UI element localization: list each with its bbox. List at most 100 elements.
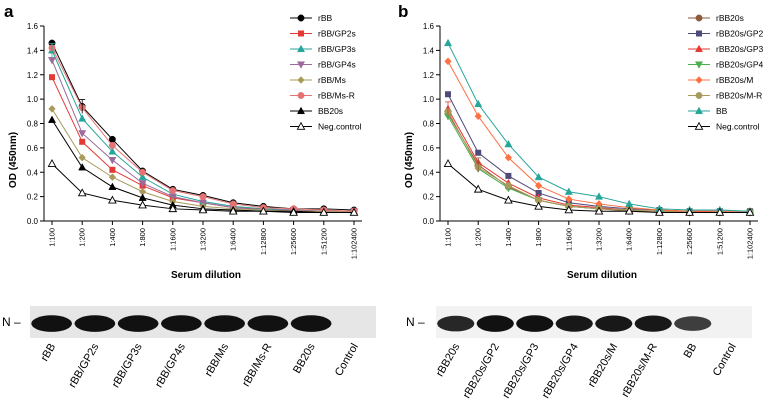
data-point [168,204,178,213]
lane-label: Control [711,342,739,379]
legend-entry: rBB/Ms [290,75,346,85]
data-point [443,158,453,167]
data-point [349,207,359,216]
blot-band [555,315,593,332]
legend-marker [296,44,306,53]
x-tick-label: 1:25600 [289,228,298,255]
data-point [77,188,87,197]
legend-marker [696,30,702,37]
data-point [504,195,513,204]
x-tick-label: 1:1600 [168,228,177,251]
series-neg-control [47,158,359,216]
data-point [108,195,117,204]
y-tick-label: 1.6 [423,22,435,31]
legend-entry: rBB/Ms-R [290,91,355,101]
legend-label: rBB/Ms-R [318,91,355,101]
x-tick-label: 1:200 [474,228,483,247]
blot-a-lane-labels: rBB rBB/GP2s rBB/GP3s rBB/GP4s rBB/Ms rBB/Ms-… [39,341,361,390]
panel-b-series [443,38,755,217]
data-point [198,205,208,214]
legend-entry: rBB20s/M-R [688,91,762,101]
blot-band [516,315,554,332]
series-line [447,42,751,212]
data-point [108,141,116,149]
legend-label: rBB20s/GP4 [716,60,764,70]
y-tick-label: 0.4 [27,168,39,177]
lane-label: rBB [39,342,59,364]
data-point [624,206,634,215]
y-tick-label: 1.2 [423,71,435,80]
legend-label: rBB/Ms [318,75,346,85]
legend-marker [297,76,305,84]
data-point [78,130,87,138]
legend-label: Neg.control [716,122,760,132]
x-tick-label: 1:6400 [229,228,238,251]
y-tick-label: 0.2 [423,193,435,202]
panel-a-y-axis: 0.0 0.2 0.4 0.6 0.8 1.0 1.2 1.4 1.6 [27,22,45,226]
data-point [259,206,268,215]
panel-a-x-axis: 1:100 1:200 1:400 1:800 1:1600 1:3200 1:6400 1:… [44,220,362,259]
y-tick-label: 1.4 [423,46,435,55]
y-tick-label: 1.2 [27,71,39,80]
lane-label: rBB/Ms-R [240,341,274,388]
data-point [109,166,116,173]
data-point [535,181,543,190]
legend-entry: rBB20s/GP2 [688,29,764,39]
legend-marker [297,14,305,22]
x-tick-label: 1:800 [138,228,147,247]
series-rbb-gp4s [47,57,359,216]
series-line [51,76,354,212]
y-tick-label: 1.4 [27,46,39,55]
data-point [504,182,512,190]
series-rbb20s-m [444,57,754,216]
legend-entry: rBB/GP2s [290,29,356,39]
blot-band [74,315,116,332]
legend-marker [296,106,306,115]
data-point [475,149,482,156]
data-point [565,195,573,203]
lane-label: BB [682,342,700,361]
lane-label: rBB/GP4s [153,341,188,390]
x-tick-label: 1:800 [534,228,543,247]
blot-a-band-label: N – [2,315,21,329]
data-point [473,184,483,193]
data-point [49,74,55,81]
panel-b-x-axis-title: Serum dilution [567,270,637,281]
legend-label: rBB20s/GP2 [716,29,764,39]
y-tick-label: 0.8 [423,120,435,129]
legend-marker [695,14,703,22]
legend-marker [298,30,304,37]
data-point [564,187,573,195]
series-rbb-gp3s [47,46,359,215]
data-point [47,115,57,123]
x-tick-label: 1:100 [48,228,57,247]
data-point [78,163,87,171]
panel-a-x-axis-title: Serum dilution [171,270,241,281]
data-point [139,168,147,176]
western-blot-a: N – rBB rBB/GP2s rBB/GP3s rBB/GP4s rBB/Ms rBB… [2,306,376,390]
lane-label: rBB/GP2s [67,341,102,390]
legend-label: Neg.control [318,122,362,132]
y-tick-label: 1.6 [27,22,39,31]
x-tick-label: 1:200 [78,228,87,247]
data-point [474,99,483,108]
x-tick-label: 1:3200 [595,228,604,251]
data-point [108,157,117,165]
legend-marker [694,121,704,130]
data-point [139,187,147,196]
blot-band [290,315,332,332]
blot-band [204,315,245,332]
blot-band [634,315,672,332]
panel-a: a OD (450nm) Serum dilution 0.0 0.2 0.4 0.6… [4,2,362,281]
series-rbb-ms-r [48,44,358,215]
data-point [504,153,512,162]
legend-entry: rBB/GP3s [290,44,356,54]
y-tick-label: 0.8 [27,120,39,129]
data-point [108,147,117,155]
x-tick-label: 1:400 [108,228,117,247]
lane-label: rBB20s/GP3 [500,342,541,401]
x-tick-label: 1:12800 [655,228,664,255]
data-point [445,91,451,98]
